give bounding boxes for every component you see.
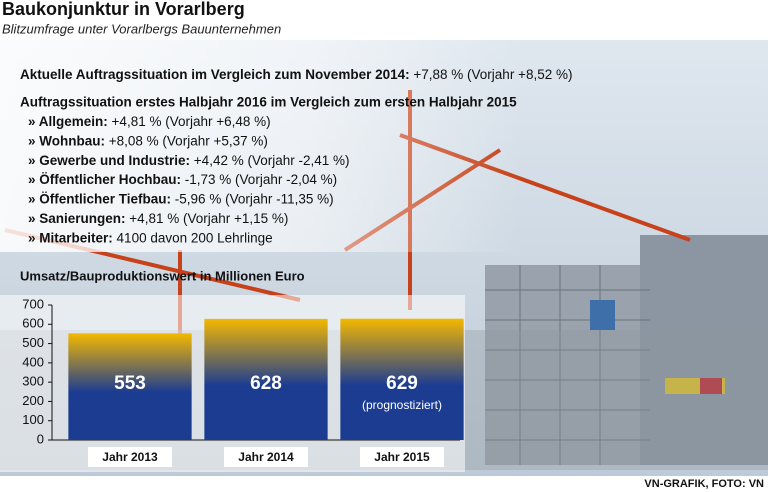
fact-item: » Öffentlicher Tiefbau: -5,96 % (Vorjahr… bbox=[28, 191, 334, 206]
fact-item: » Öffentlicher Hochbau: -1,73 % (Vorjahr… bbox=[28, 172, 337, 187]
y-tick-label: 500 bbox=[22, 335, 44, 350]
chart-title: Umsatz/Bauproduktionswert in Millionen E… bbox=[20, 268, 305, 283]
header-band bbox=[0, 0, 768, 40]
value-label: 553 bbox=[114, 373, 146, 394]
x-tick-label: Jahr 2015 bbox=[374, 450, 430, 464]
annotation: (prognostiziert) bbox=[362, 398, 442, 412]
fact-list: » Allgemein: +4,81 % (Vorjahr +6,48 %)» … bbox=[28, 114, 350, 245]
bar bbox=[204, 318, 328, 440]
y-tick-label: 0 bbox=[37, 431, 44, 446]
fact-item: » Allgemein: +4,81 % (Vorjahr +6,48 %) bbox=[28, 114, 271, 129]
fact-label: » Öffentlicher Tiefbau: bbox=[28, 191, 171, 206]
bar bbox=[68, 333, 192, 440]
bar bbox=[340, 318, 464, 440]
x-tick-label: Jahr 2013 bbox=[102, 450, 158, 464]
x-tick-label: Jahr 2014 bbox=[238, 450, 294, 464]
fact-text: +7,88 % (Vorjahr +8,52 %) bbox=[413, 67, 572, 82]
fact-label: » Gewerbe und Industrie: bbox=[28, 152, 190, 167]
x-label-box bbox=[88, 447, 172, 467]
text-backdrop bbox=[0, 40, 520, 252]
x-label-box bbox=[224, 447, 308, 467]
fact-text: +4,42 % (Vorjahr -2,41 %) bbox=[194, 152, 350, 167]
y-tick-label: 400 bbox=[22, 354, 44, 369]
y-tick-label: 700 bbox=[22, 296, 44, 311]
credit: VN-GRAFIK, FOTO: VN bbox=[644, 478, 764, 490]
fact-text: -1,73 % (Vorjahr -2,04 %) bbox=[185, 172, 337, 187]
bar-chart: 0 100 200 300 400 500 600 700 Jahr 2013 553 Jahr 2… bbox=[0, 295, 465, 472]
value-label: 629 bbox=[386, 373, 418, 394]
fact-text: +4,81 % (Vorjahr +1,15 %) bbox=[129, 211, 288, 226]
fact-item: » Sanierungen: +4,81 % (Vorjahr +1,15 %) bbox=[28, 211, 288, 226]
x-label-box bbox=[360, 447, 444, 467]
fact-text: 4100 davon 200 Lehrlinge bbox=[117, 230, 273, 245]
fact-label: » Sanierungen: bbox=[28, 211, 126, 226]
fact-label: Aktuelle Auftragssituation im Vergleich … bbox=[20, 67, 410, 82]
fact-label: » Wohnbau: bbox=[28, 133, 105, 148]
subtitle: Blitzumfrage unter Vorarlbergs Bauuntern… bbox=[2, 21, 281, 36]
fact-text: +8,08 % (Vorjahr +5,37 %) bbox=[109, 133, 268, 148]
fact-text: -5,96 % (Vorjahr -11,35 %) bbox=[175, 191, 334, 206]
fact-text: +4,81 % (Vorjahr +6,48 %) bbox=[112, 114, 271, 129]
y-tick-label: 600 bbox=[22, 316, 44, 331]
facts-heading: Auftragssituation erstes Halbjahr 2016 i… bbox=[20, 95, 517, 110]
fact-item: » Mitarbeiter: 4100 davon 200 Lehrlinge bbox=[28, 230, 273, 245]
fact-label: » Mitarbeiter: bbox=[28, 230, 113, 245]
y-tick-label: 300 bbox=[22, 374, 44, 389]
title: Baukonjunktur in Vorarlberg bbox=[2, 0, 245, 19]
value-label: 628 bbox=[250, 373, 282, 394]
y-tick-label: 200 bbox=[22, 393, 44, 408]
fact-item: » Gewerbe und Industrie: +4,42 % (Vorjah… bbox=[28, 152, 350, 167]
fact-item: » Wohnbau: +8,08 % (Vorjahr +5,37 %) bbox=[28, 133, 268, 148]
current-fact: Aktuelle Auftragssituation im Vergleich … bbox=[20, 67, 572, 82]
fact-label: » Allgemein: bbox=[28, 114, 108, 129]
y-tick-label: 100 bbox=[22, 412, 44, 427]
fact-label: » Öffentlicher Hochbau: bbox=[28, 172, 181, 187]
footer-band bbox=[0, 476, 768, 492]
